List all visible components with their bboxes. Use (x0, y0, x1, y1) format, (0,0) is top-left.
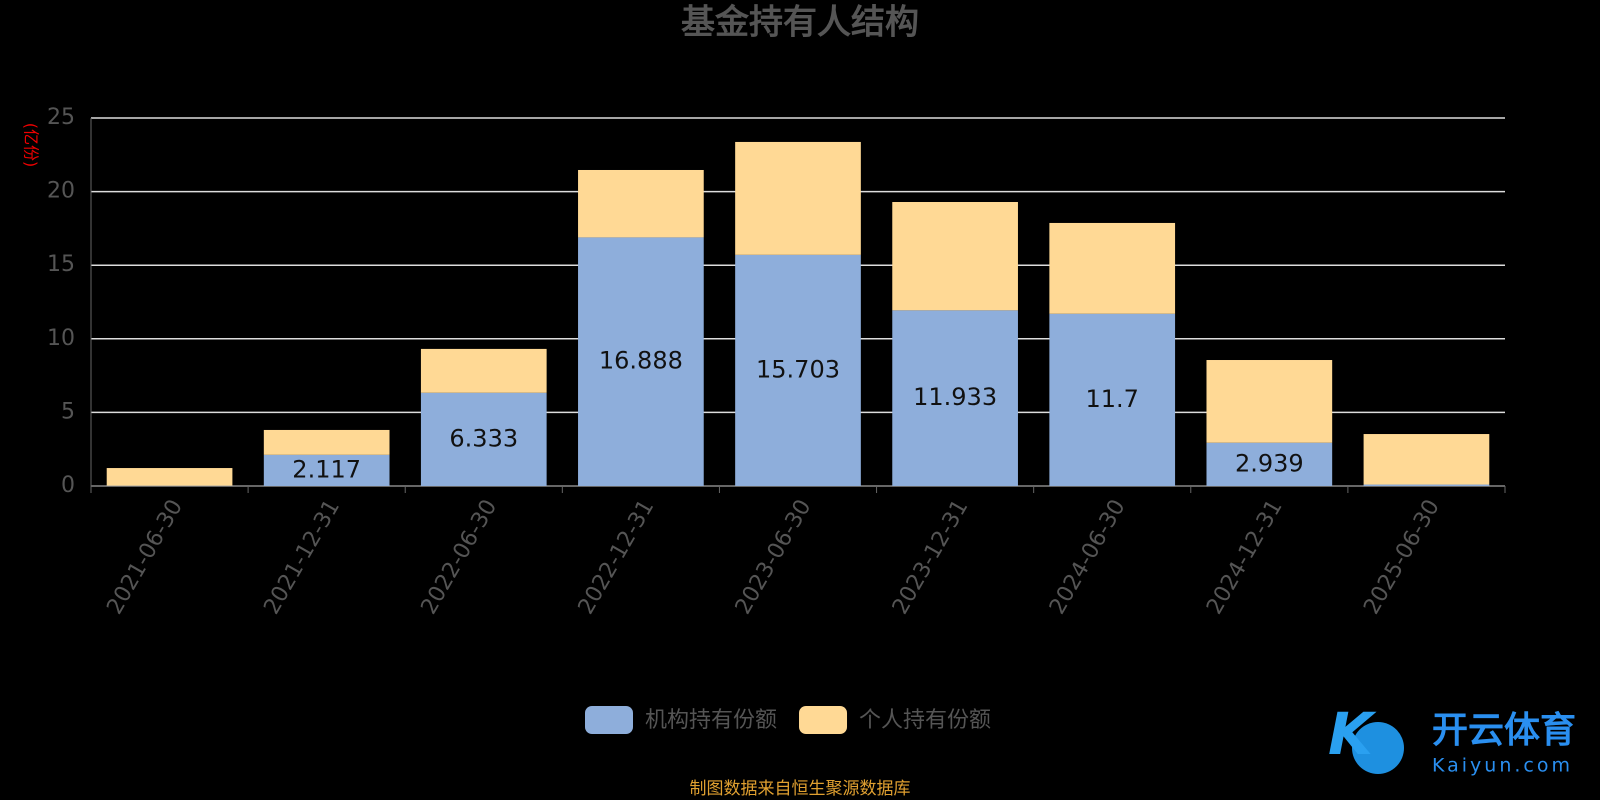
legend-swatch (585, 706, 633, 734)
y-tick-label: 10 (47, 326, 75, 351)
legend-swatch (799, 706, 848, 734)
bar-segment (420, 392, 547, 486)
bar-segment (735, 254, 861, 486)
bar-segment (1363, 484, 1490, 486)
y-tick-label: 0 (61, 473, 75, 498)
bar-segment (420, 348, 547, 393)
bar-segment (735, 141, 861, 255)
data-label: 6.333 (449, 424, 518, 452)
y-tick-label: 20 (47, 179, 75, 204)
source-note: 制图数据来自恒生聚源数据库 (690, 779, 911, 799)
bar-segment (1206, 442, 1333, 486)
legend: 机构持有份额 个人持有份额 (585, 706, 991, 734)
watermark-brand: 开云体育 (1432, 710, 1576, 751)
chart-title: 基金持有人结构 (681, 3, 919, 43)
data-label: 11.933 (913, 383, 997, 411)
y-axis-label: (亿份) (22, 123, 41, 168)
watermark-site: Kaiyun.com (1432, 755, 1573, 777)
data-label: 2.939 (1235, 449, 1304, 477)
bar-segment (1049, 313, 1176, 486)
bar-segment (1049, 222, 1176, 314)
data-label: 15.703 (756, 355, 840, 383)
data-label: 16.888 (599, 347, 683, 375)
legend-label: 机构持有份额 (645, 708, 777, 733)
y-tick-label: 5 (61, 399, 75, 424)
logo-icon (1352, 722, 1404, 774)
watermark: K 开云体育 Kaiyun.com (1328, 700, 1576, 776)
y-tick-label: 15 (47, 252, 75, 277)
bar-segment (106, 468, 233, 486)
bar-segment (1363, 434, 1490, 485)
bar-segment (892, 202, 1018, 311)
data-label: 2.117 (292, 455, 361, 483)
bar-segment (578, 237, 704, 486)
y-tick-label: 25 (47, 105, 75, 130)
legend-label: 个人持有份额 (859, 708, 991, 733)
bar-segment (1206, 360, 1333, 443)
data-label: 11.7 (1086, 385, 1139, 413)
logo-k: K (1328, 700, 1377, 768)
bar-segment (578, 169, 704, 238)
bar-segment (263, 429, 390, 455)
bar-segment (263, 454, 390, 486)
bar-segment (892, 310, 1018, 486)
